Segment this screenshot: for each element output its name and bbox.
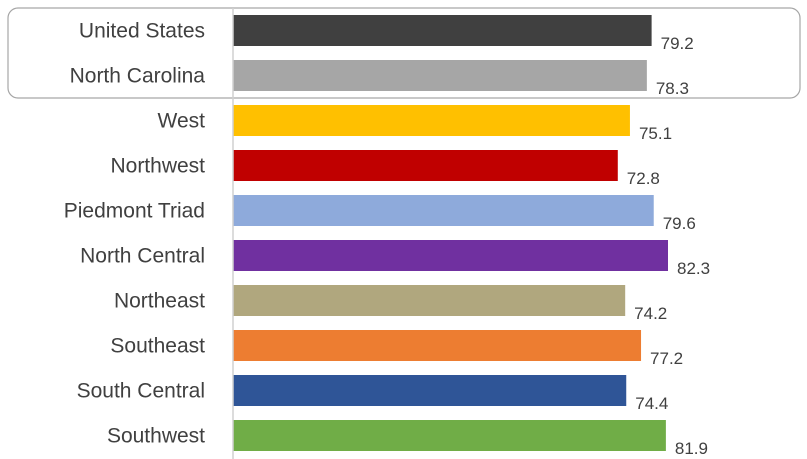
value-label-southwest: 81.9 bbox=[675, 439, 708, 458]
bar-northwest bbox=[233, 150, 618, 181]
category-label-west: West bbox=[158, 110, 206, 133]
value-label-piedmont-triad: 79.6 bbox=[663, 214, 696, 233]
category-label-northwest: Northwest bbox=[110, 155, 205, 178]
value-label-northeast: 74.2 bbox=[634, 304, 667, 323]
bar-west bbox=[233, 105, 630, 136]
bar-southwest bbox=[233, 420, 666, 451]
value-label-north-central: 82.3 bbox=[677, 259, 710, 278]
category-label-southeast: Southeast bbox=[110, 335, 205, 358]
value-label-northwest: 72.8 bbox=[627, 169, 660, 188]
bar-southeast bbox=[233, 330, 642, 361]
value-label-southeast: 77.2 bbox=[650, 349, 683, 368]
bar-north-carolina bbox=[233, 60, 647, 91]
value-label-north-carolina: 78.3 bbox=[656, 79, 689, 98]
value-label-west: 75.1 bbox=[639, 124, 672, 143]
category-label-southwest: Southwest bbox=[107, 425, 205, 448]
category-label-north-central: North Central bbox=[80, 245, 205, 268]
category-label-piedmont-triad: Piedmont Triad bbox=[64, 200, 205, 223]
bar-united-states bbox=[233, 15, 652, 46]
value-label-united-states: 79.2 bbox=[661, 34, 694, 53]
value-label-south-central: 74.4 bbox=[635, 394, 668, 413]
bar-northeast bbox=[233, 285, 626, 316]
category-label-north-carolina: North Carolina bbox=[70, 65, 206, 88]
bar-north-central bbox=[233, 240, 668, 271]
highlight-box bbox=[7, 7, 801, 99]
category-label-united-states: United States bbox=[79, 20, 205, 43]
bar-south-central bbox=[233, 375, 627, 406]
bar-piedmont-triad bbox=[233, 195, 654, 226]
category-label-northeast: Northeast bbox=[114, 290, 205, 313]
category-label-south-central: South Central bbox=[77, 380, 205, 403]
